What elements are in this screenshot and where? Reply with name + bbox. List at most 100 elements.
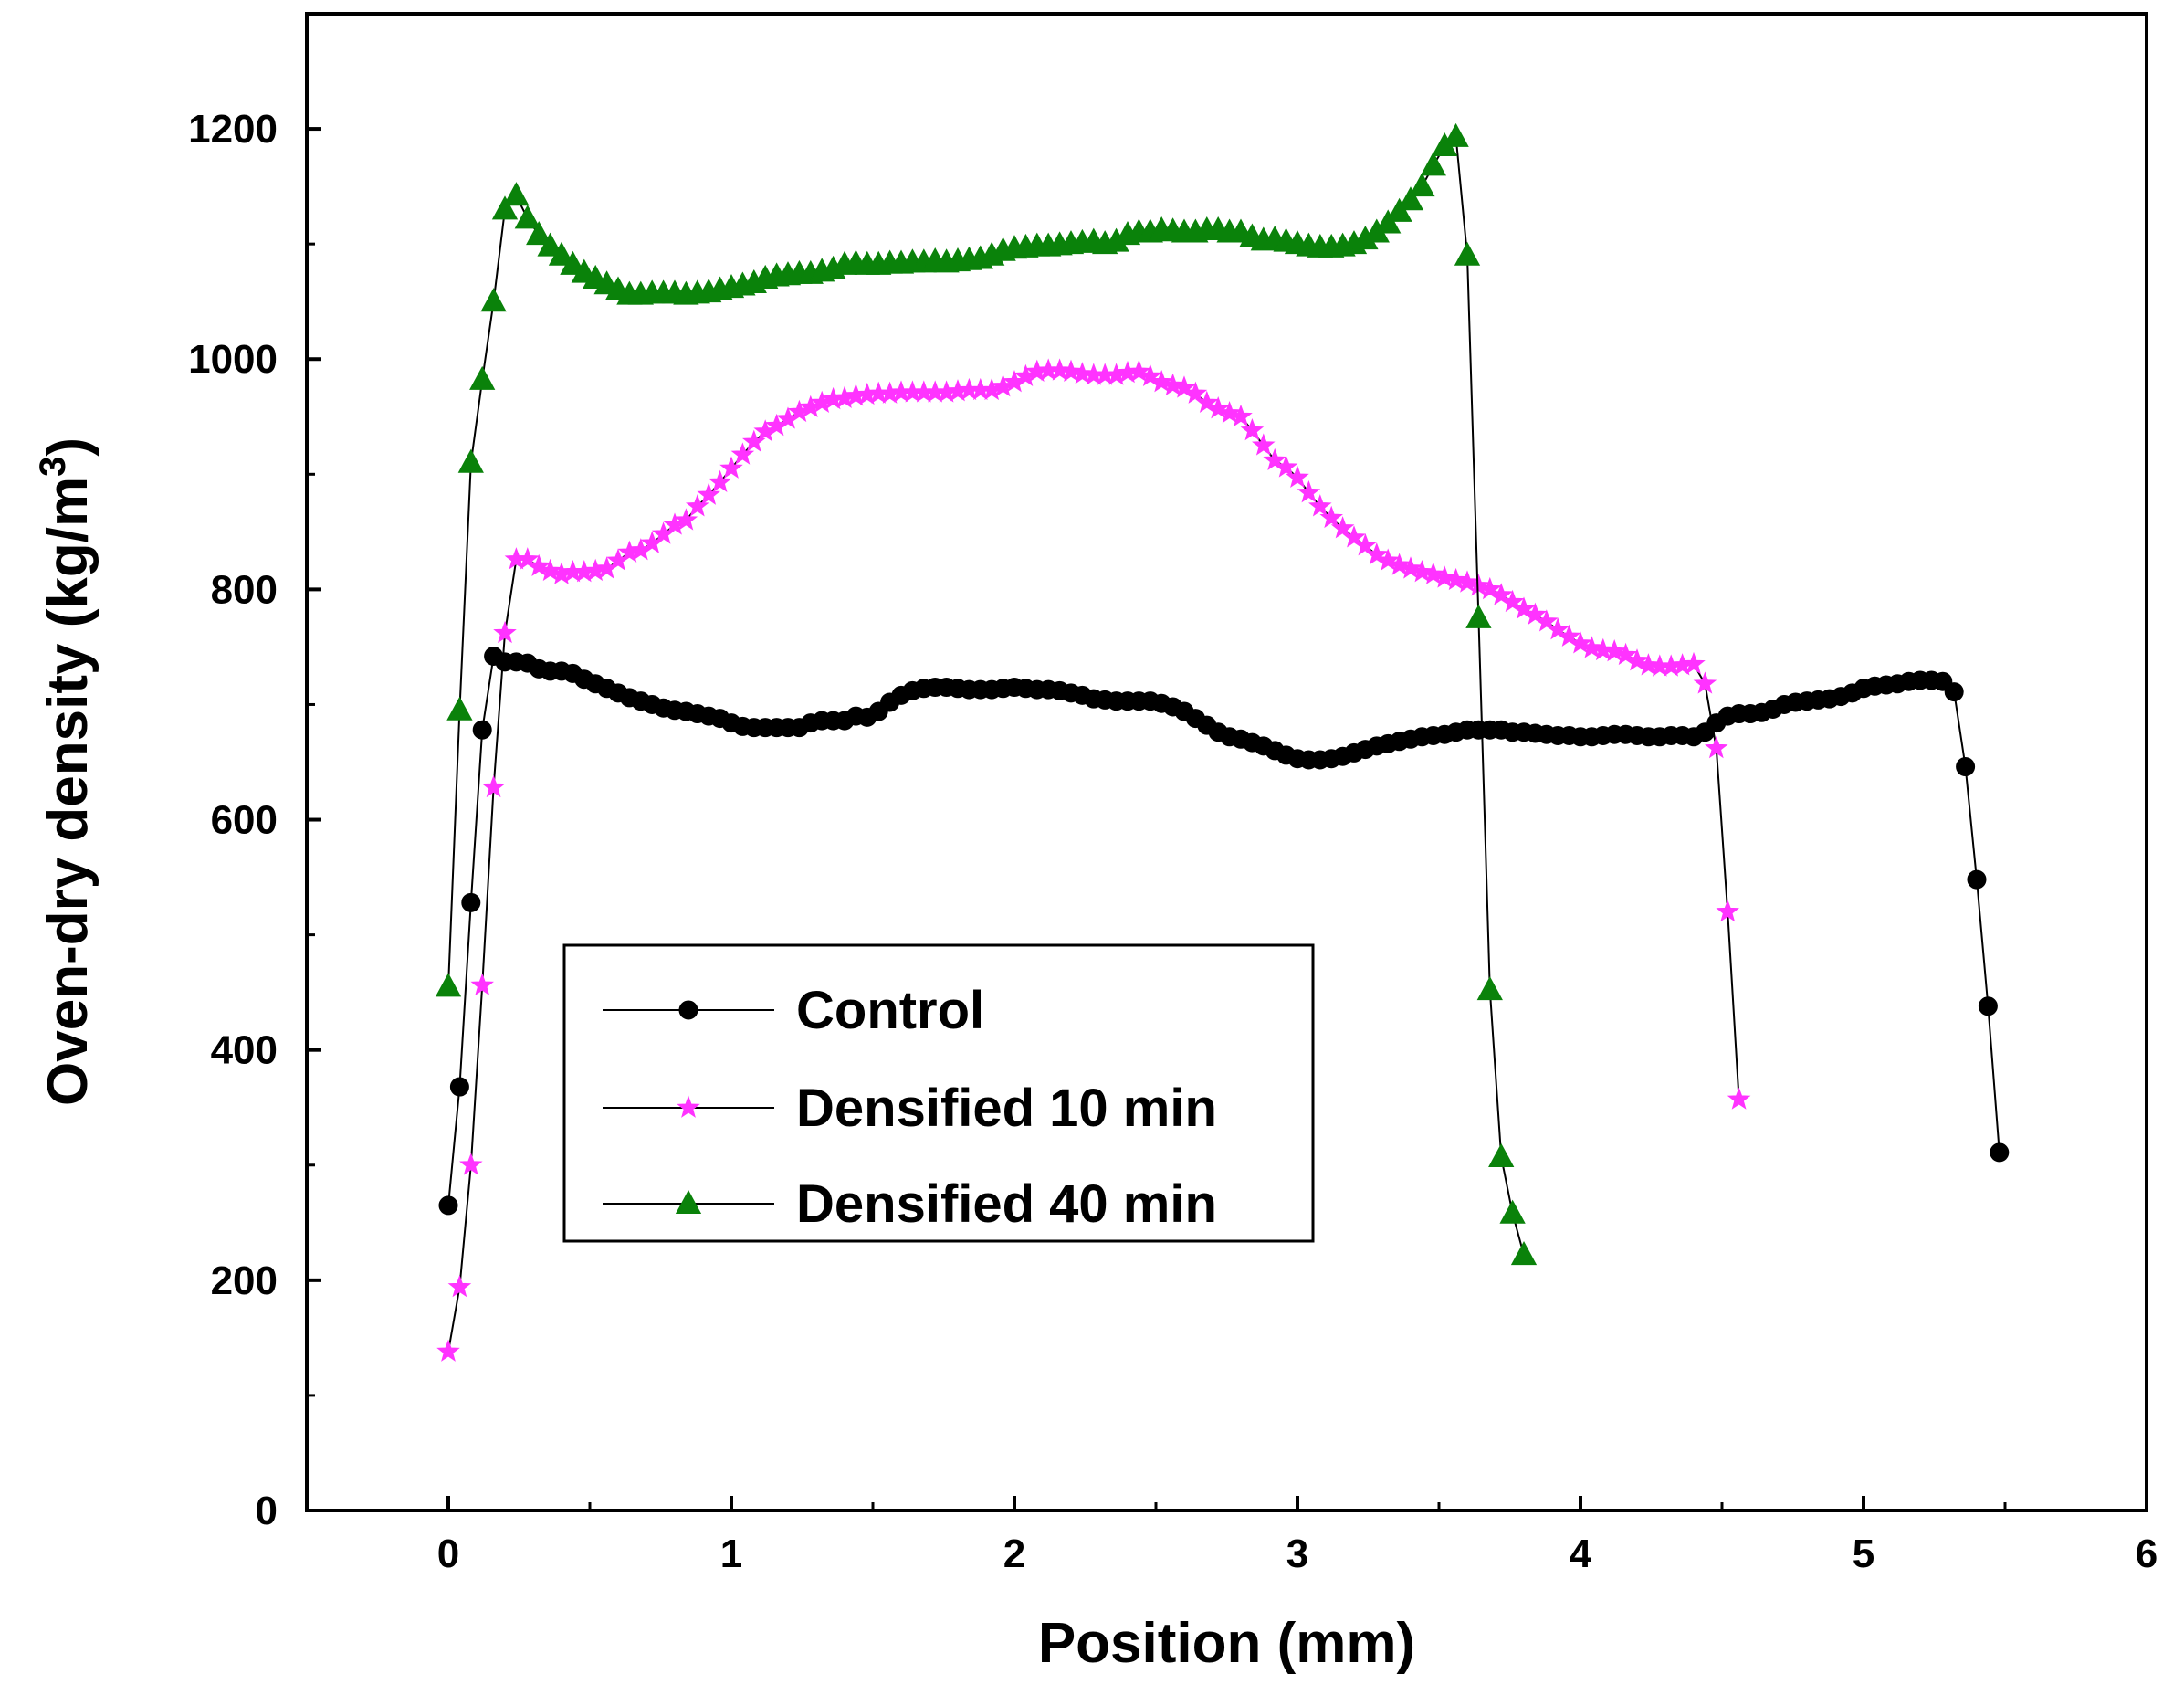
data-point-densified-10-min [1240,417,1265,441]
data-point-densified-40-min [1465,604,1492,628]
data-point-densified-40-min [480,288,507,312]
y-tick-label: 800 [211,567,278,612]
data-point-densified-40-min [503,182,530,206]
data-point-control [472,720,492,740]
data-point-densified-40-min [548,241,575,266]
data-point-densified-10-min [1365,542,1389,565]
data-point-densified-10-min [1500,589,1525,613]
data-point-densified-40-min [457,448,484,473]
data-point-densified-10-min [516,547,540,570]
data-point-densified-10-min [1274,455,1298,478]
x-tick-label: 5 [1853,1532,1874,1576]
data-point-densified-10-min [697,482,720,505]
data-point-densified-40-min [1510,1241,1538,1266]
data-point-densified-40-min [435,973,462,997]
y-axis-title-superscript: 3 [33,457,73,477]
data-point-densified-10-min [1693,671,1717,694]
data-point-densified-10-min [1139,363,1162,387]
data-point-densified-10-min [686,494,709,517]
data-point-densified-10-min [1682,651,1706,675]
data-point-densified-10-min [1478,576,1502,600]
data-point-densified-10-min [459,1153,483,1175]
data-point-densified-10-min [1172,375,1196,398]
data-point-control [1978,996,1998,1016]
data-point-densified-10-min [1512,596,1536,619]
data-point-densified-10-min [1206,395,1230,419]
data-point-densified-10-min [719,456,743,479]
data-point-densified-10-min [1444,567,1468,591]
data-point-control [461,892,481,912]
data-point-control [1967,869,1987,890]
data-point-densified-40-min [526,221,552,246]
data-point-densified-10-min [1602,639,1626,662]
plot-frame [305,12,2148,1512]
data-point-control [1956,757,1976,777]
data-point-densified-40-min [1397,186,1424,211]
data-point-densified-10-min [1059,359,1083,382]
legend-entry-control: Control [603,981,984,1040]
data-point-densified-10-min [1705,735,1728,759]
data-point-densified-10-min [1387,553,1412,575]
y-tick-label: 600 [211,798,278,843]
data-point-densified-40-min [1488,1142,1515,1167]
data-point-densified-10-min [1263,447,1286,471]
data-point-densified-10-min [527,553,551,577]
data-point-control [438,1195,458,1216]
data-point-densified-10-min [1569,631,1592,654]
data-point-densified-10-min [1353,533,1378,556]
y-tick-label: 0 [256,1489,278,1533]
data-point-densified-10-min [1229,404,1253,427]
data-point-densified-10-min [674,508,698,531]
y-axis-title: Oven-dry density (kg/m3) [33,437,100,1106]
data-point-densified-40-min [1420,152,1446,176]
data-point-densified-40-min [469,365,496,390]
data-point-densified-10-min [1319,505,1343,529]
y-tick-label: 400 [211,1028,278,1073]
y-axis-title-suffix: ) [37,437,100,457]
axes: 0 1 2 3 4 5 6 0 200 400 600 800 1000 1200 Position (mm… [33,107,2158,1675]
y-axis-title-main: Oven-dry density (kg/m [37,477,100,1106]
data-point-densified-10-min [1160,373,1185,396]
data-point-densified-10-min [481,774,506,798]
legend: Control Densified 10 min Densified 40 min [562,943,1315,1243]
data-point-densified-40-min [1443,122,1469,147]
x-tick-label: 3 [1286,1532,1308,1576]
data-point-densified-10-min [1410,560,1434,583]
data-point-densified-10-min [436,1339,460,1362]
data-point-control [449,1077,469,1097]
data-point-densified-10-min [1330,516,1355,539]
y-tick-label: 200 [211,1258,278,1303]
data-point-densified-10-min [538,558,562,582]
legend-label-densified-10-min: Densified 10 min [796,1079,1217,1138]
data-point-densified-40-min [1499,1199,1526,1224]
legend-marker-densified-40-min [675,1189,702,1214]
data-point-densified-10-min [1546,617,1570,640]
y-tick-label: 1000 [188,337,278,382]
data-point-densified-10-min [1557,624,1581,647]
data-point-densified-10-min [1455,570,1479,593]
legend-entry-densified-10-min: Densified 10 min [603,1079,1217,1138]
data-point-densified-10-min [1636,653,1661,676]
legend-marker-control [678,1000,698,1020]
data-point-densified-10-min [1727,1087,1751,1110]
legend-marker-densified-10-min [677,1095,700,1118]
data-point-control [1944,682,1964,702]
data-point-densified-10-min [1150,370,1173,393]
data-point-densified-10-min [1127,359,1151,382]
series-densified-40-min [435,122,1538,1266]
data-point-control [1990,1142,2010,1163]
data-point-densified-10-min [1070,362,1095,384]
data-point-densified-10-min [1716,899,1739,922]
x-tick-label: 4 [1570,1532,1592,1576]
data-point-densified-40-min [446,696,473,721]
data-point-densified-40-min [1409,173,1435,197]
data-point-densified-10-min [1047,358,1072,381]
data-point-densified-10-min [1433,565,1456,588]
data-point-densified-10-min [447,1274,472,1298]
data-point-densified-10-min [1217,401,1242,424]
data-point-densified-10-min [470,973,494,995]
x-tick-label: 2 [1003,1532,1025,1576]
data-point-densified-40-min [514,205,541,229]
